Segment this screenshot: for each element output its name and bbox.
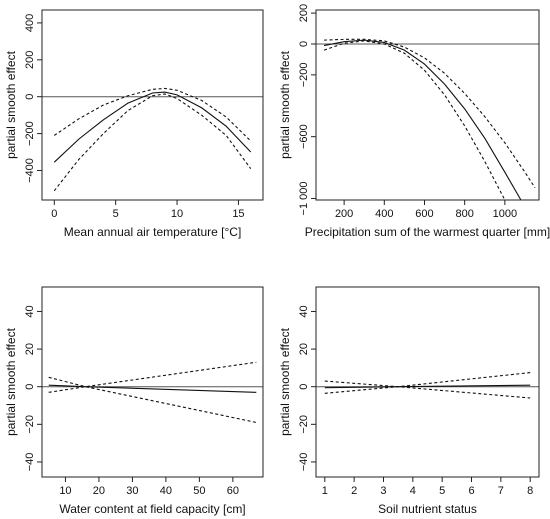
y-tick-label: −40 (298, 453, 310, 472)
x-tick-label: 5 (113, 208, 119, 220)
plot-frame (41, 9, 264, 201)
confidence-band-line (323, 40, 506, 200)
x-tick-label: 0 (51, 208, 57, 220)
plot-frame (41, 286, 264, 478)
y-tick-label: −400 (24, 158, 36, 183)
y-tick-label: 40 (298, 305, 310, 317)
x-tick-label: 30 (126, 485, 138, 497)
x-tick-label: 6 (468, 485, 474, 497)
y-tick-label: 20 (298, 343, 310, 355)
plot-frame (315, 286, 540, 478)
y-tick-label: −20 (24, 415, 36, 434)
panel-1: 0 5 10 15 −400 −200 0 200 400 Mean annual air tem… (4, 9, 264, 239)
x-axis-label: Soil nutrient status (378, 502, 477, 516)
y-tick-label: 200 (24, 51, 36, 69)
y-axis-label: partial smooth effect (4, 327, 18, 436)
x-tick-label: 3 (380, 485, 386, 497)
fitted-smooth-line (323, 39, 522, 200)
confidence-band-line (324, 380, 531, 399)
confidence-band-line (48, 361, 257, 393)
x-tick-label: 1 (322, 485, 328, 497)
y-axis-label: partial smooth effect (278, 327, 292, 436)
y-tick-label: 40 (24, 305, 36, 317)
x-tick-label: 2 (351, 485, 357, 497)
y-axis-label: partial smooth effect (278, 50, 292, 159)
confidence-band-line (48, 376, 257, 423)
x-tick-label: 4 (410, 485, 416, 497)
x-tick-label: 800 (455, 208, 473, 220)
x-tick-label: 15 (232, 208, 244, 220)
y-tick-label: −20 (298, 415, 310, 434)
x-tick-label: 400 (375, 208, 393, 220)
x-tick-label: 20 (93, 485, 105, 497)
fitted-smooth-line (53, 91, 252, 163)
x-tick-label: 40 (160, 485, 172, 497)
confidence-band-line (53, 93, 252, 192)
x-axis-label: Precipitation sum of the warmest quarter… (305, 225, 550, 239)
x-tick-label: 10 (171, 208, 183, 220)
x-axis-label: Mean annual air temperature [°C] (64, 225, 242, 239)
x-tick-label: 60 (227, 485, 239, 497)
y-tick-label: −40 (24, 453, 36, 472)
y-tick-label: −1 000 (298, 181, 310, 215)
x-tick-label: 1000 (493, 208, 517, 220)
y-tick-label: 0 (24, 94, 36, 100)
x-axis-label: Water content at field capacity [cm] (59, 502, 245, 516)
plot-frame (315, 9, 540, 201)
x-tick-label: 200 (335, 208, 353, 220)
x-tick-label: 5 (439, 485, 445, 497)
confidence-band-line (324, 38, 536, 188)
panel-3: 10 20 30 40 50 60 −40 −20 0 20 40 Water content at … (4, 286, 264, 516)
y-tick-label: 200 (298, 4, 310, 22)
y-tick-label: 0 (298, 41, 310, 47)
y-tick-label: 400 (24, 14, 36, 32)
panel-2: 200 400 600 800 1000 −1 000 −600 −200 0 200 Precip… (278, 4, 550, 239)
y-tick-label: −600 (298, 124, 310, 149)
y-tick-label: −200 (298, 62, 310, 87)
fitted-smooth-line (48, 384, 257, 393)
x-tick-label: 8 (527, 485, 533, 497)
y-tick-label: 20 (24, 343, 36, 355)
x-tick-label: 600 (415, 208, 433, 220)
confidence-band-line (324, 372, 531, 394)
x-tick-label: 10 (59, 485, 71, 497)
y-tick-label: −200 (24, 121, 36, 146)
y-tick-label: 0 (24, 384, 36, 390)
y-tick-label: 0 (298, 384, 310, 390)
panel-4: 1 2 3 4 5 6 7 8 −40 −20 0 20 40 Soil nutrient status p… (278, 286, 540, 516)
confidence-band-line (53, 87, 252, 142)
y-axis-label: partial smooth effect (4, 50, 18, 159)
x-tick-label: 50 (193, 485, 205, 497)
x-tick-label: 7 (498, 485, 504, 497)
